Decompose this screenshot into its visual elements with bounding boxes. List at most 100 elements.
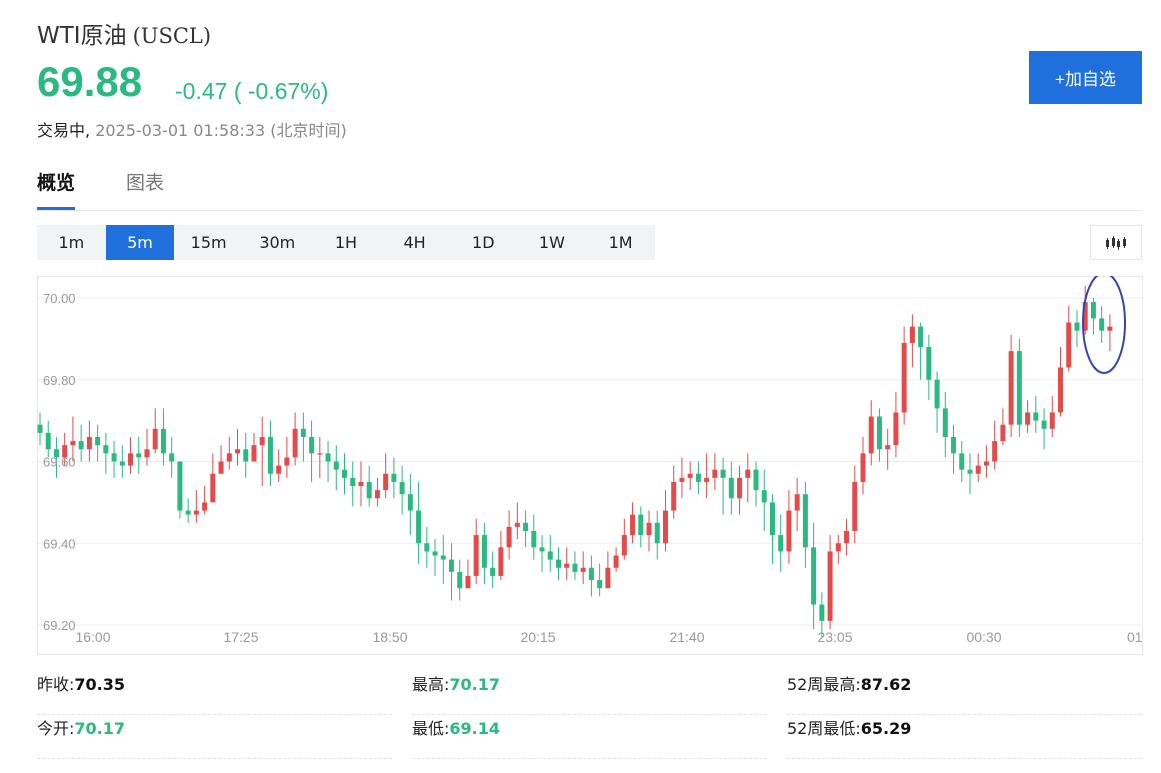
candle [671,465,677,519]
candle [37,412,43,446]
candle-body [45,432,51,450]
candle [440,535,446,585]
candle-body [70,441,76,446]
candle [728,461,734,515]
candle [564,547,570,581]
candle [267,420,273,487]
candle-body [210,473,216,503]
candle-body [1074,322,1080,331]
period-15m[interactable]: 15m [190,233,227,252]
candle [111,441,117,478]
candle [531,514,537,560]
candle-body [1033,412,1039,421]
candle [235,428,241,466]
x-tick-label: 16:00 [75,629,110,645]
tab-chart[interactable]: 图表 [126,172,165,194]
candle [251,432,257,462]
candle-body [391,473,397,482]
candle [481,522,487,585]
candle [547,535,553,572]
candle-body [465,575,471,589]
candle [852,465,858,544]
candle-body [374,490,380,499]
candle [778,514,784,572]
candle-body [1041,420,1047,429]
candle [539,535,545,572]
candle [580,551,586,585]
stat-value: 70.17 [74,719,126,738]
candle-body [119,461,125,466]
stat-high: 最高:70.17 [412,670,767,715]
candle [45,420,51,458]
candle-body [514,522,520,527]
add-watchlist-button[interactable]: +加自选 [1029,51,1142,104]
candle [844,518,850,556]
candle-body [193,510,199,515]
candle-body [613,555,619,568]
candle [226,436,232,470]
candle [350,461,356,507]
tab-overview[interactable]: 概览 [37,170,76,210]
candle-body [720,469,726,478]
period-1h[interactable]: 1H [334,233,358,252]
candle [160,408,166,466]
candle [78,424,84,462]
stat-value: 70.17 [449,675,501,694]
candle-body [671,481,677,511]
candle-body [918,326,924,348]
candle-body [309,436,315,454]
period-1w[interactable]: 1W [538,233,565,252]
candle-body [885,445,891,450]
candle [695,461,701,495]
stat-value: 65.29 [860,719,912,738]
candle [218,445,224,474]
candle [449,543,454,601]
candle [704,453,710,499]
candle [745,453,751,503]
candle-body [909,326,915,343]
candle-body [951,436,957,454]
candle-body [284,457,290,466]
candle-body [1016,351,1022,425]
candle [333,445,339,491]
candle-body [646,522,652,536]
chart-type-toggle[interactable] [1090,225,1142,260]
candle-body [185,510,191,515]
candle [292,412,298,466]
candle-body [103,445,109,454]
period-4h[interactable]: 4H [403,233,426,252]
period-selector: 1m 5m 15m 30m 1H 4H 1D 1W 1M [37,225,655,260]
candle-body [860,453,866,482]
candle [53,436,59,478]
stat-52w-low: 52周最低:65.29 [787,714,1142,759]
candle [621,518,627,560]
candle [259,416,265,487]
y-tick-label: 69.20 [43,618,76,633]
trading-status: 交易中, 2025-03-01 01:58:33 (北京时间) [37,117,347,141]
candle [786,490,792,564]
candle [407,473,413,536]
candle [1016,338,1022,437]
candle [1000,408,1006,446]
timestamp: 2025-03-01 01:58:33 (北京时间) [95,121,347,140]
candle [70,416,76,462]
candle [62,432,68,466]
candle [300,412,306,462]
last-price: 69.88 [37,58,143,105]
period-1m[interactable]: 1m [58,233,85,252]
candle-body [440,555,446,560]
period-30m[interactable]: 30m [259,233,296,252]
candle [473,518,479,585]
candle [276,449,282,482]
candle-body [424,543,430,552]
candle [358,461,364,507]
period-1d[interactable]: 1D [472,233,495,252]
candle [827,535,833,630]
period-1mo[interactable]: 1M [608,233,633,252]
candle-body [399,481,405,495]
period-5m[interactable]: 5m [105,225,175,260]
candle [514,502,520,540]
stat-prev-close: 昨收:70.35 [37,670,392,715]
x-tick-label: 23:05 [817,629,852,645]
candle [1107,314,1113,352]
